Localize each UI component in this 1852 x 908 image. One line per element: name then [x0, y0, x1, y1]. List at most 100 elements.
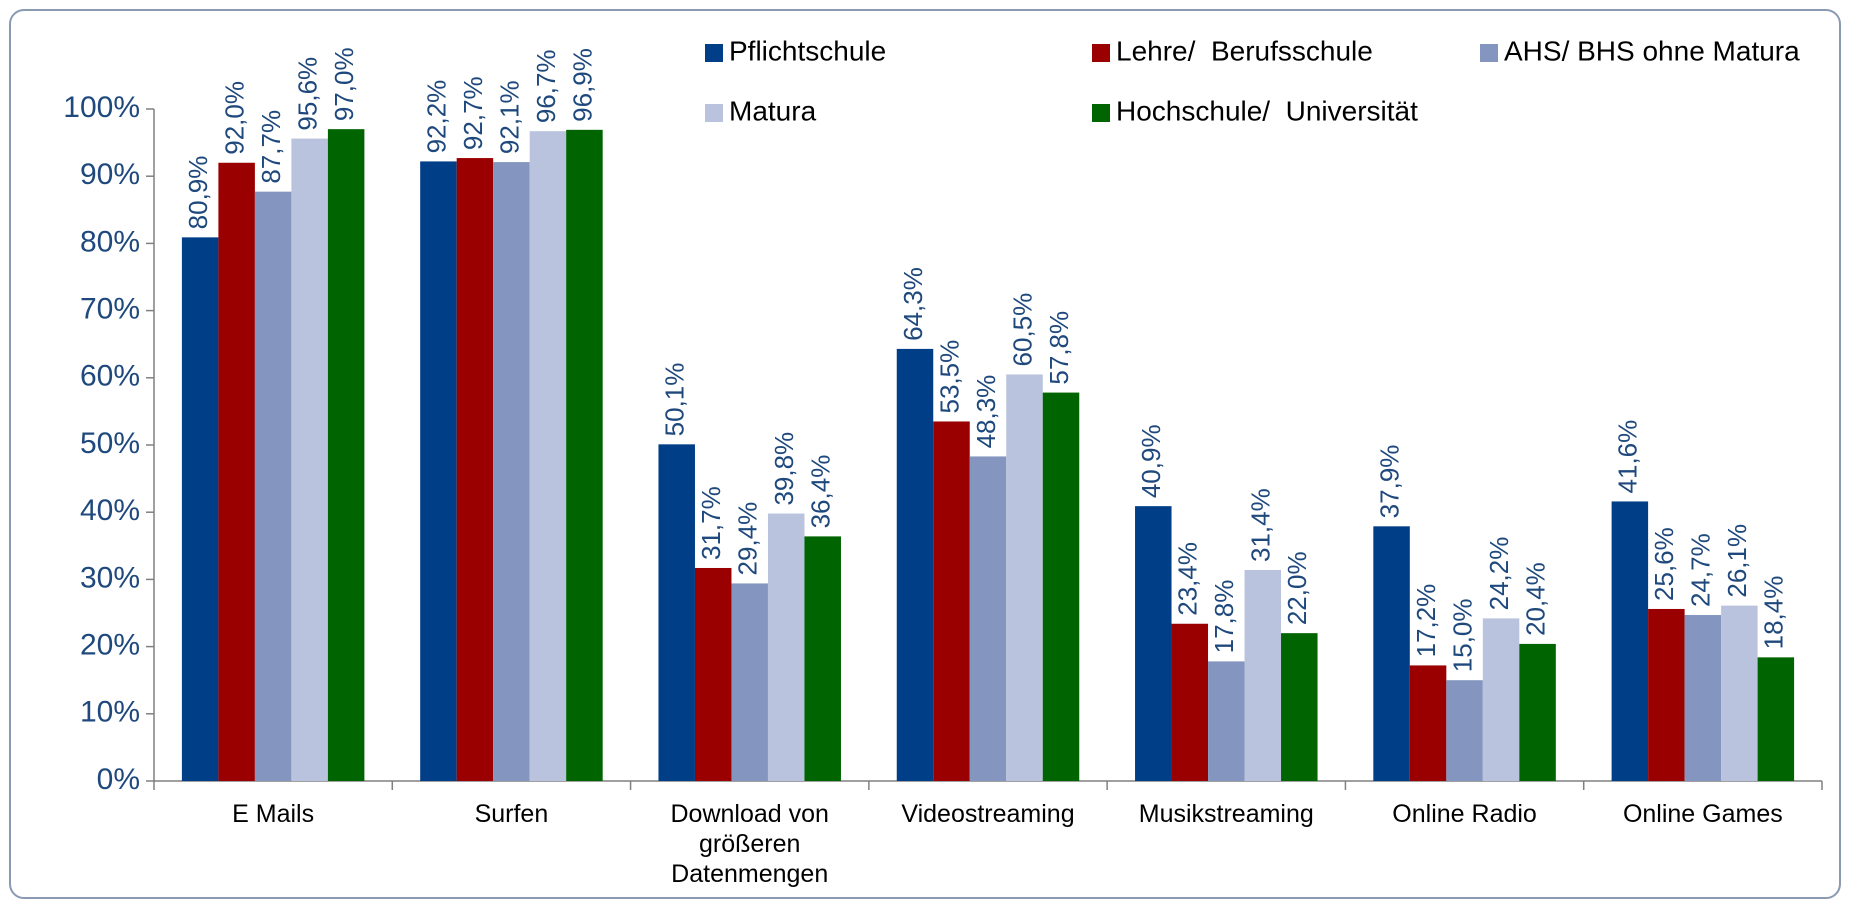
y-tick-label: 90% [80, 158, 140, 191]
value-label: 36,4% [806, 455, 836, 529]
legend-label: Hochschule/ Universität [1116, 95, 1418, 126]
value-label: 95,6% [293, 57, 323, 131]
value-label: 20,4% [1520, 562, 1550, 636]
bar [1648, 608, 1685, 781]
legend-swatch [705, 44, 723, 62]
y-tick-label: 40% [80, 494, 140, 527]
value-label: 17,2% [1411, 584, 1441, 658]
value-label: 17,8% [1209, 580, 1239, 654]
value-label: 25,6% [1649, 527, 1679, 601]
bar [1373, 526, 1410, 781]
frame [9, 9, 1841, 899]
value-label: 18,4% [1759, 576, 1789, 650]
y-tick-label: 30% [80, 561, 140, 594]
x-tick-label: Online Games [1622, 800, 1783, 828]
y-tick-label: 0% [97, 763, 140, 796]
value-label: 22,0% [1282, 551, 1312, 625]
value-label: 92,7% [458, 76, 488, 150]
bar [1721, 605, 1758, 781]
value-label: 23,4% [1173, 542, 1203, 616]
bar [566, 129, 603, 781]
legend-swatch [1480, 44, 1498, 62]
bar [218, 162, 255, 781]
bar [767, 513, 805, 781]
value-label: 50,1% [660, 363, 690, 437]
legend-label: AHS/ BHS ohne Matura [1504, 35, 1800, 66]
value-label: 31,7% [696, 486, 726, 560]
bar [1244, 569, 1282, 781]
bar [1135, 506, 1172, 781]
value-label: 64,3% [898, 267, 928, 341]
bar [1208, 661, 1245, 781]
bar [1684, 615, 1722, 781]
value-label: 96,7% [531, 49, 561, 123]
value-label: 37,9% [1374, 445, 1404, 519]
legend-label: Lehre/ Berufsschule [1116, 35, 1373, 66]
legend-label: Matura [729, 95, 817, 126]
legend-swatch [1092, 44, 1110, 62]
value-label: 92,0% [220, 81, 250, 155]
bar [1281, 633, 1318, 781]
bar [529, 131, 567, 781]
value-label: 48,3% [971, 375, 1001, 449]
value-label: 53,5% [934, 340, 964, 414]
bar [804, 536, 841, 781]
legend-swatch [705, 104, 723, 122]
bar [1482, 618, 1520, 781]
value-label: 80,9% [183, 156, 213, 230]
x-tick-label: E Mails [232, 800, 315, 828]
value-label: 29,4% [733, 502, 763, 576]
value-label: 87,7% [256, 110, 286, 184]
bar [456, 158, 494, 781]
bar [1446, 680, 1483, 781]
value-label: 24,2% [1484, 537, 1514, 611]
value-label: 97,0% [329, 47, 359, 121]
legend-swatch [1092, 104, 1110, 122]
value-label: 24,7% [1686, 533, 1716, 607]
x-tick-label: Musikstreaming [1138, 800, 1314, 828]
bar [1042, 392, 1080, 781]
y-tick-label: 80% [80, 225, 140, 258]
value-label: 39,8% [769, 432, 799, 506]
x-tick-label: Videostreaming [901, 800, 1075, 828]
bar [1409, 665, 1447, 781]
x-tick-label: Surfen [474, 800, 549, 828]
value-label: 57,8% [1044, 311, 1074, 385]
bar [493, 162, 530, 781]
y-tick-label: 100% [63, 91, 140, 124]
y-tick-label: 60% [80, 360, 140, 393]
bar [658, 444, 695, 781]
bar [896, 348, 934, 781]
bar [969, 456, 1007, 781]
bar [254, 191, 292, 781]
value-label: 92,2% [421, 80, 451, 154]
value-label: 26,1% [1722, 524, 1752, 598]
bar [291, 138, 328, 781]
value-label: 92,1% [494, 80, 524, 154]
bar [731, 583, 768, 781]
bar [1757, 657, 1795, 781]
y-tick-label: 20% [80, 629, 140, 662]
value-label: 40,9% [1136, 424, 1166, 498]
y-tick-label: 70% [80, 293, 140, 326]
bar [694, 567, 732, 781]
x-tick-label: Download von größeren Datenmengen [670, 800, 829, 888]
value-label: 96,9% [567, 48, 597, 122]
legend-label: Pflichtschule [729, 35, 886, 66]
bar [420, 161, 457, 781]
bar [1006, 374, 1043, 781]
bar [1611, 501, 1649, 781]
bar [327, 129, 365, 781]
bar [181, 237, 219, 782]
x-tick-label: Online Radio [1392, 800, 1537, 828]
y-tick-label: 10% [80, 696, 140, 729]
bar [1519, 643, 1556, 781]
value-label: 31,4% [1246, 488, 1276, 562]
bar [933, 421, 970, 781]
value-label: 41,6% [1613, 420, 1643, 494]
value-label: 15,0% [1447, 598, 1477, 672]
value-label: 60,5% [1007, 293, 1037, 367]
bar [1171, 623, 1209, 781]
